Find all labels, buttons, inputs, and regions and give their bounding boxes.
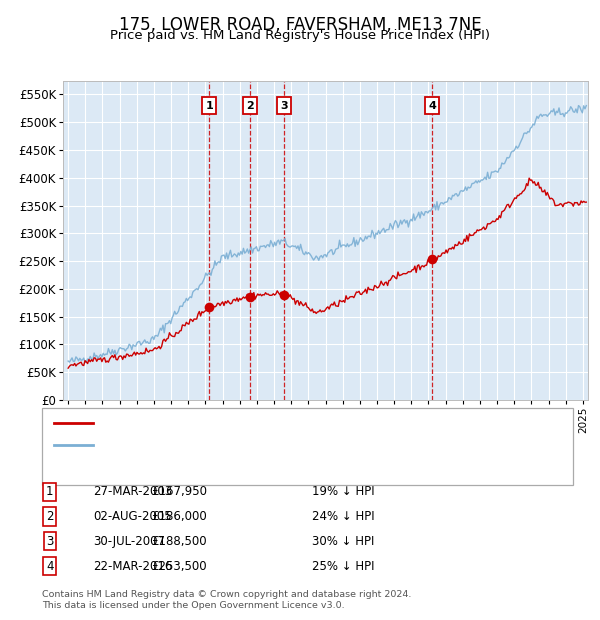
Text: 175, LOWER ROAD, FAVERSHAM, ME13 7NE: 175, LOWER ROAD, FAVERSHAM, ME13 7NE [119, 16, 481, 33]
Text: £186,000: £186,000 [151, 510, 207, 523]
Text: 2: 2 [246, 100, 254, 110]
Text: 24% ↓ HPI: 24% ↓ HPI [312, 510, 374, 523]
Text: 1: 1 [46, 485, 53, 498]
Text: £253,500: £253,500 [151, 560, 207, 572]
Text: £188,500: £188,500 [151, 535, 207, 547]
Text: 175, LOWER ROAD, FAVERSHAM, ME13 7NE (detached house): 175, LOWER ROAD, FAVERSHAM, ME13 7NE (de… [99, 418, 443, 428]
Text: 4: 4 [46, 560, 53, 572]
Text: 02-AUG-2005: 02-AUG-2005 [93, 510, 172, 523]
Text: 30-JUL-2007: 30-JUL-2007 [93, 535, 165, 547]
Text: 2: 2 [46, 510, 53, 523]
Text: 4: 4 [428, 100, 436, 110]
Text: £167,950: £167,950 [151, 485, 207, 498]
Text: 30% ↓ HPI: 30% ↓ HPI [312, 535, 374, 547]
Text: 27-MAR-2003: 27-MAR-2003 [93, 485, 172, 498]
Text: HPI: Average price, detached house, Swale: HPI: Average price, detached house, Swal… [99, 440, 338, 450]
Text: 22-MAR-2016: 22-MAR-2016 [93, 560, 172, 572]
Text: 1: 1 [205, 100, 213, 110]
Text: Price paid vs. HM Land Registry's House Price Index (HPI): Price paid vs. HM Land Registry's House … [110, 29, 490, 42]
Text: 3: 3 [280, 100, 287, 110]
Text: Contains HM Land Registry data © Crown copyright and database right 2024.
This d: Contains HM Land Registry data © Crown c… [42, 590, 412, 609]
Text: 3: 3 [46, 535, 53, 547]
Text: 19% ↓ HPI: 19% ↓ HPI [312, 485, 374, 498]
Text: 25% ↓ HPI: 25% ↓ HPI [312, 560, 374, 572]
